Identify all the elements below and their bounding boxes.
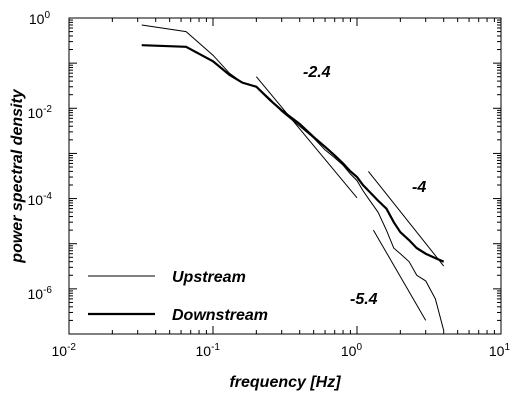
x-tick-label-1: 10-1 (196, 342, 221, 359)
y-tick-labels: 10-6 10-4 10-2 100 (28, 10, 53, 302)
x-axis-label: frequency [Hz] (229, 374, 341, 391)
ref-line-slope-5.4 (372, 229, 427, 321)
ref-line-slope-2.4 (255, 76, 358, 199)
ref-line-slope-4 (368, 171, 445, 267)
y-tick-label-1: 10-4 (28, 191, 53, 208)
x-tick-label-2: 100 (341, 342, 363, 359)
x-tick-label-3: 101 (489, 342, 511, 359)
legend: Upstream Downstream (88, 269, 268, 324)
y-axis-label: power spectral density (9, 88, 26, 263)
x-tick-labels: 10-2 10-1 100 101 (52, 342, 511, 359)
minor-ticks (69, 18, 501, 334)
ref-label-slope-5.4: -5.4 (350, 291, 378, 308)
reference-lines: -2.4 -4 -5.4 (255, 64, 445, 321)
legend-label-downstream: Downstream (172, 307, 268, 324)
y-tick-label-2: 10-2 (28, 104, 53, 121)
series-downstream-line (141, 44, 445, 263)
ref-label-slope-2.4: -2.4 (303, 64, 331, 81)
legend-label-upstream: Upstream (172, 269, 246, 286)
y-tick-label-3: 100 (29, 10, 51, 27)
ref-label-slope-4: -4 (412, 179, 426, 196)
y-tick-label-0: 10-6 (28, 285, 53, 302)
x-tick-label-0: 10-2 (52, 342, 77, 359)
plot-frame (68, 17, 502, 335)
major-ticks (68, 17, 502, 335)
